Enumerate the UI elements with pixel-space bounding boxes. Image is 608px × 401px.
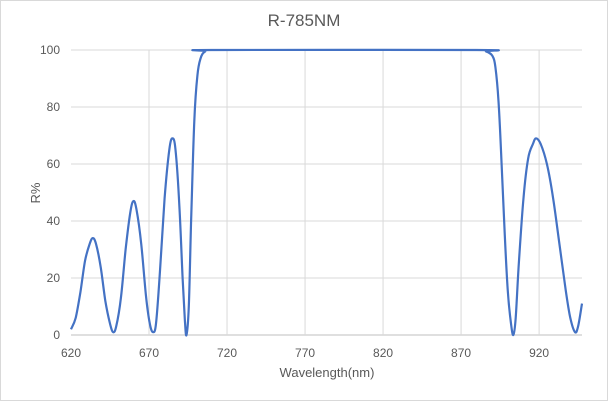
y-tick-label: 0 (53, 328, 60, 342)
x-axis-ticks: 620 670 720 770 820 870 920 (61, 346, 549, 360)
y-tick-label: 20 (47, 271, 61, 285)
y-tick-label: 80 (47, 100, 61, 114)
y-axis-label: R% (28, 182, 43, 203)
x-tick-label: 770 (295, 346, 315, 360)
x-tick-label: 920 (529, 346, 549, 360)
x-tick-label: 820 (373, 346, 393, 360)
y-tick-label: 40 (47, 214, 61, 228)
x-tick-label: 870 (451, 346, 471, 360)
x-tick-label: 670 (139, 346, 159, 360)
x-tick-label: 720 (217, 346, 237, 360)
reflectance-curve (69, 48, 584, 337)
gridlines (71, 49, 582, 336)
y-axis-ticks: 0 20 40 60 80 100 (40, 43, 60, 342)
y-tick-label: 100 (40, 43, 60, 57)
chart-title: R-785NM (267, 11, 341, 30)
y-tick-label: 60 (47, 157, 61, 171)
x-axis-label: Wavelength(nm) (280, 365, 375, 380)
x-tick-label: 620 (61, 346, 81, 360)
